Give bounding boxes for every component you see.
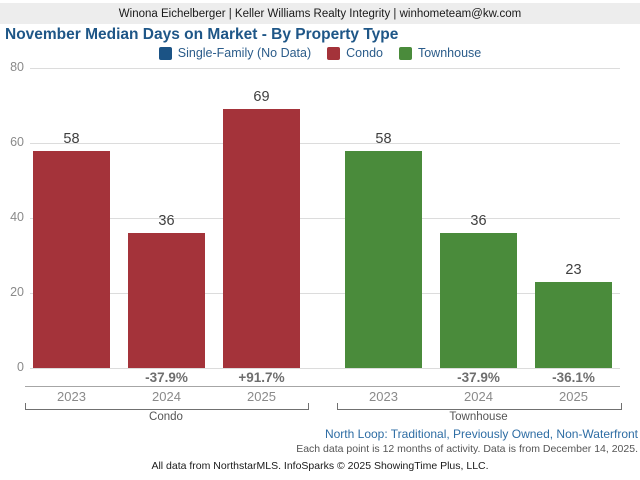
legend: Single-Family (No Data) Condo Townhouse [0, 46, 640, 60]
y-axis-tick-label: 80 [10, 60, 24, 74]
y-axis-tick-label: 20 [10, 285, 24, 299]
bar-value-label: 58 [63, 130, 80, 147]
group-bracket [337, 403, 622, 410]
single-family-swatch-icon [158, 46, 172, 60]
x-axis-year-label: 2023 [369, 389, 398, 404]
condo-swatch-icon [327, 46, 341, 60]
group-bracket [25, 403, 309, 410]
bar-slot: 58 [33, 130, 110, 368]
bar-townhouse-2025[interactable] [535, 281, 612, 368]
bar-townhouse-2024[interactable] [440, 233, 517, 368]
gridline [30, 217, 620, 219]
bar-value-label: 36 [470, 213, 487, 230]
bar-value-label: 23 [565, 261, 582, 278]
legend-label: Townhouse [417, 46, 482, 60]
pct-change-row: -37.9% +91.7% [33, 370, 300, 385]
pct-change-label: +91.7% [238, 370, 285, 385]
bar-condo-2023[interactable] [33, 150, 110, 368]
bar-slot: 36 [440, 213, 517, 368]
x-axis-year-label: 2024 [464, 389, 493, 404]
bar-value-label: 69 [253, 89, 270, 106]
legend-item-townhouse[interactable]: Townhouse [398, 46, 482, 60]
x-axis-line [25, 386, 620, 387]
x-axis-year-label: 2025 [559, 389, 588, 404]
bar-condo-2025[interactable] [223, 109, 300, 368]
x-axis-year-label: 2025 [247, 389, 276, 404]
pct-change-label [345, 370, 422, 385]
pct-change-label: -37.9% [145, 370, 188, 385]
attribution-line: All data from NorthstarMLS. InfoSparks ©… [151, 460, 489, 472]
y-axis-tick-label: 0 [17, 360, 24, 374]
bar-slot: 36 [128, 213, 205, 368]
group-label-townhouse: Townhouse [449, 411, 508, 423]
bar-group-townhouse: 58 36 23 [345, 50, 612, 368]
legend-label: Condo [346, 46, 383, 60]
x-axis-year-row: 2023 2024 2025 [33, 389, 300, 404]
pct-change-row: -37.9% -36.1% [345, 370, 612, 385]
gridline [30, 142, 620, 144]
x-axis-year-label: 2024 [152, 389, 181, 404]
gridline [30, 367, 620, 369]
bar-value-label: 58 [375, 130, 392, 147]
chart-title: November Median Days on Market - By Prop… [5, 26, 399, 43]
header-bar: Winona Eichelberger | Keller Williams Re… [0, 3, 640, 24]
bar-slot: 69 [223, 89, 300, 368]
gridline [30, 292, 620, 294]
data-note-line: Each data point is 12 months of activity… [296, 443, 638, 455]
bar-slot: 23 [535, 261, 612, 368]
bar-group-condo: 58 36 69 [33, 50, 300, 368]
legend-item-single-family[interactable]: Single-Family (No Data) [158, 46, 312, 60]
gridline [30, 67, 620, 69]
bar-value-label: 36 [158, 213, 175, 230]
y-axis-tick-label: 40 [10, 210, 24, 224]
group-label-condo: Condo [149, 411, 183, 423]
pct-change-label [33, 370, 110, 385]
y-axis-tick-label: 60 [10, 135, 24, 149]
townhouse-swatch-icon [398, 46, 412, 60]
pct-change-label: -37.9% [457, 370, 500, 385]
search-criteria-line: North Loop: Traditional, Previously Owne… [324, 427, 638, 441]
x-axis-year-label: 2023 [57, 389, 86, 404]
bar-slot: 58 [345, 130, 422, 368]
legend-label: Single-Family (No Data) [177, 46, 312, 60]
agent-contact-line: Winona Eichelberger | Keller Williams Re… [118, 7, 522, 20]
x-axis-year-row: 2023 2024 2025 [345, 389, 612, 404]
pct-change-label: -36.1% [552, 370, 595, 385]
bar-condo-2024[interactable] [128, 233, 205, 368]
legend-item-condo[interactable]: Condo [327, 46, 383, 60]
bar-townhouse-2023[interactable] [345, 150, 422, 368]
